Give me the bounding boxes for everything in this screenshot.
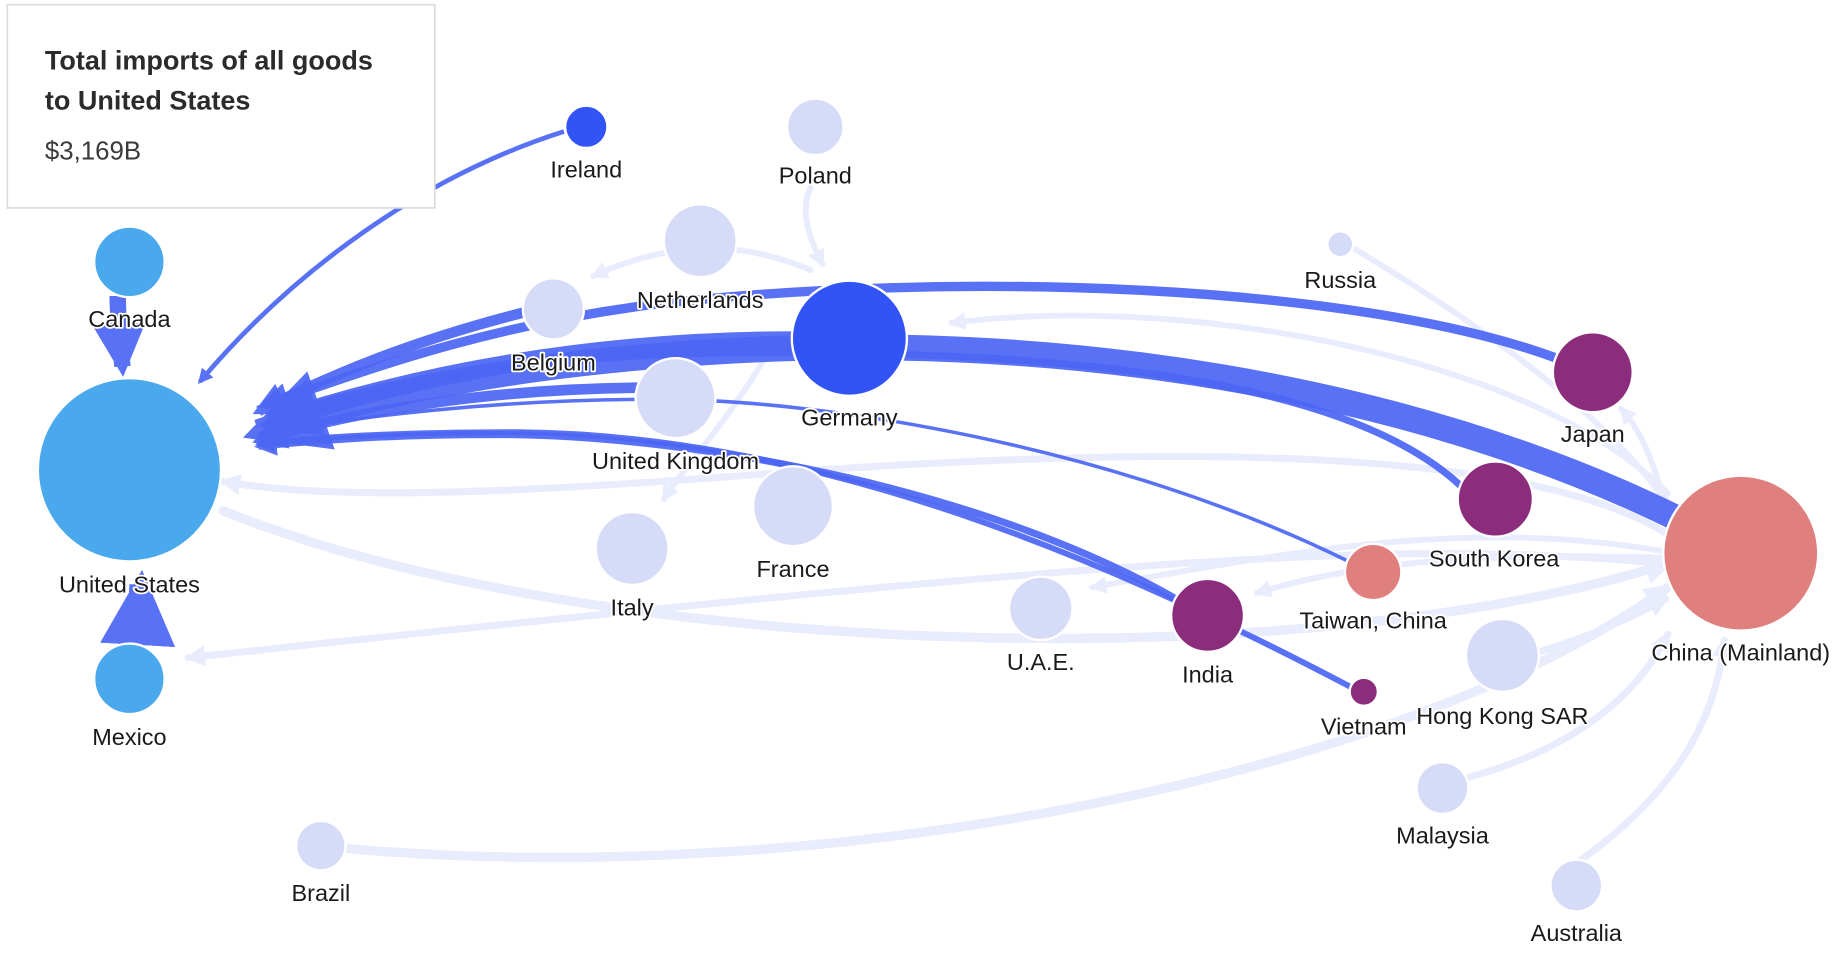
node-label: United States (59, 571, 200, 597)
node[interactable] (785, 97, 845, 157)
node-label: Netherlands (637, 287, 764, 313)
node[interactable] (1007, 575, 1074, 642)
node-label: Germany (801, 404, 898, 430)
tooltip-box (6, 3, 436, 209)
node[interactable] (634, 357, 717, 440)
node-label: Canada (88, 306, 171, 332)
node[interactable] (662, 203, 738, 279)
tooltip-title: Total imports of all goods (45, 45, 373, 75)
node[interactable] (1169, 577, 1246, 653)
node-label: Hong Kong SAR (1416, 703, 1588, 729)
node-label: Taiwan, China (1299, 608, 1447, 634)
node[interactable] (1343, 542, 1403, 602)
node[interactable] (1415, 761, 1470, 816)
node[interactable] (563, 104, 609, 150)
node[interactable] (295, 819, 347, 872)
node-label: Brazil (292, 880, 351, 906)
node-label: U.A.E. (1007, 649, 1075, 675)
node-label: Malaysia (1396, 823, 1490, 849)
node-label: Italy (611, 595, 654, 621)
node-labels: United States Canada Mexico Ireland Pola… (57, 155, 1832, 948)
node[interactable] (1456, 460, 1535, 538)
node-label: Mexico (92, 724, 166, 750)
node-label: Vietnam (1321, 713, 1407, 739)
node-label: India (1182, 662, 1234, 688)
node-label: United Kingdom (592, 448, 759, 474)
node[interactable] (93, 225, 166, 299)
node[interactable] (1348, 676, 1380, 708)
node[interactable] (1326, 230, 1355, 259)
node-label: Belgium (511, 349, 596, 375)
node-label: Russia (1304, 267, 1377, 293)
node-label: France (756, 556, 829, 582)
tooltip: Total imports of all goods to United Sta… (6, 3, 436, 209)
node[interactable] (36, 376, 223, 563)
node[interactable] (521, 277, 586, 341)
node-label: China (Mainland) (1651, 639, 1830, 665)
node-label: Japan (1561, 421, 1625, 447)
node[interactable] (594, 510, 670, 587)
node[interactable] (1464, 617, 1540, 693)
node[interactable] (93, 642, 166, 716)
node-label: Australia (1531, 920, 1623, 946)
tooltip-value: $3,169B (45, 138, 141, 166)
node[interactable] (790, 279, 909, 397)
node-label: Poland (779, 163, 852, 189)
node-label: South Korea (1429, 545, 1560, 571)
node[interactable] (751, 465, 835, 548)
node[interactable] (1549, 858, 1604, 913)
node[interactable] (1662, 474, 1820, 632)
nodes (36, 97, 1820, 913)
node[interactable] (1551, 331, 1634, 414)
tooltip-title: to United States (45, 85, 251, 115)
node-label: Ireland (550, 157, 622, 183)
